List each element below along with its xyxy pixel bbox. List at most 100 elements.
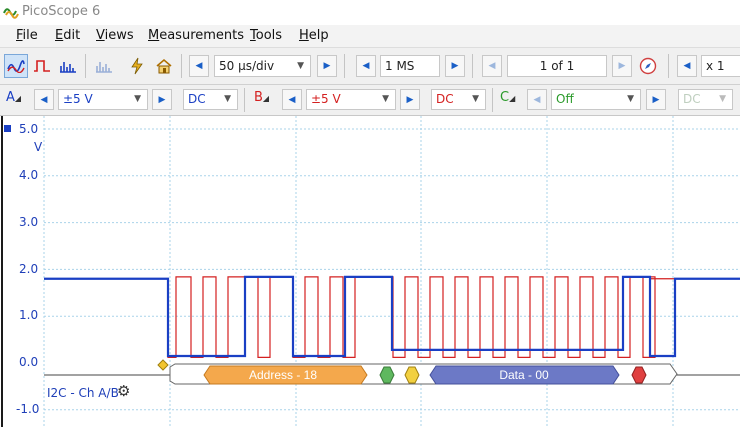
zoom-decrease-button[interactable]: ◀ [677, 55, 697, 77]
zoom-value: x 1 [706, 59, 725, 73]
window-title: PicoScope 6 [22, 4, 101, 19]
channel-a-range-select[interactable]: ±5 V ▼ [58, 89, 148, 110]
arrow-left-icon: ◀ [488, 61, 496, 71]
menu-file[interactable]: File [16, 28, 38, 43]
i2c-decode-lane[interactable]: Address - 18 Data - 00 [44, 359, 740, 385]
main-toolbar: ◀ 50 µs/div ▼ ▶ ◀ 1 MS ▶ ◀ 1 of 1 ▶ ◀ x 1 [0, 48, 740, 85]
channel-a-range-increase-button[interactable]: ▶ [152, 89, 172, 110]
ack-marker [379, 366, 395, 384]
channel-c-coupling-select[interactable]: DC ▼ [678, 89, 733, 110]
chevron-down-icon: ▼ [627, 94, 634, 104]
timebase-select[interactable]: 50 µs/div ▼ [214, 55, 311, 77]
channel-b-coupling-select[interactable]: DC ▼ [431, 89, 486, 110]
channel-a-options-button[interactable]: A◢ [6, 90, 22, 105]
persistence-mode-button[interactable] [30, 54, 54, 78]
menu-measurements[interactable]: Measurements [148, 28, 245, 43]
probe-button[interactable] [125, 54, 149, 78]
channel-c-range-decrease-button[interactable]: ◀ [527, 89, 547, 110]
channel-c-range-select[interactable]: Off ▼ [551, 89, 641, 110]
channel-b-waveform [44, 276, 740, 358]
samples-increase-button[interactable]: ▶ [445, 55, 465, 77]
scope-plot[interactable]: Address - 18 Data - 00 [0, 116, 740, 427]
toolbar-separator [181, 54, 182, 78]
y-tick-label: -1.0 [16, 402, 40, 416]
arrow-left-icon: ◀ [533, 94, 541, 105]
arrow-right-icon: ▶ [652, 94, 660, 105]
buffer-navigator-button[interactable] [636, 54, 660, 78]
menu-tools[interactable]: Tools [250, 28, 283, 43]
arrow-right-icon: ▶ [158, 94, 166, 105]
channel-c-options-button[interactable]: C◢ [500, 90, 516, 105]
chevron-down-icon: ▼ [382, 94, 389, 104]
samples-value: 1 MS [385, 59, 415, 73]
toolbar-separator [344, 54, 345, 78]
scope-view[interactable]: Address - 18 Data - 00 5.0 V 4.0 3.0 2.0… [0, 116, 740, 427]
timebase-decrease-button[interactable]: ◀ [189, 55, 209, 77]
timebase-increase-button[interactable]: ▶ [317, 55, 337, 77]
spectrum-view-button[interactable] [92, 54, 116, 78]
samples-decrease-button[interactable]: ◀ [356, 55, 376, 77]
chevron-down-icon: ▼ [472, 94, 479, 104]
y-tick-label: 0.0 [19, 355, 39, 369]
channel-b-range-decrease-button[interactable]: ◀ [282, 89, 302, 110]
menu-help[interactable]: Help [299, 28, 329, 43]
spectrum-mode-button[interactable] [56, 54, 80, 78]
chevron-down-icon: ▼ [719, 94, 726, 104]
scope-mode-button[interactable] [4, 54, 28, 78]
toolbar-separator [668, 54, 669, 78]
buffer-navigator-field[interactable]: 1 of 1 [507, 55, 607, 77]
y-tick-label: 3.0 [19, 215, 39, 229]
buffer-position: 1 of 1 [539, 59, 575, 73]
channel-a-coupling-select[interactable]: DC ▼ [183, 89, 238, 110]
channel-c-range-value: Off [556, 92, 574, 106]
arrow-right-icon: ▶ [323, 61, 331, 71]
home-button[interactable] [152, 54, 176, 78]
data-packet[interactable] [429, 365, 620, 385]
channel-a-range-value: ±5 V [63, 92, 93, 106]
channel-b-range-increase-button[interactable]: ▶ [400, 89, 420, 110]
gear-icon[interactable]: ⚙ [117, 382, 131, 400]
menu-edit[interactable]: Edit [55, 28, 81, 43]
lightning-probe-icon [131, 57, 143, 75]
channel-b-range-select[interactable]: ±5 V ▼ [306, 89, 396, 110]
toolbar-separator [85, 54, 86, 78]
channel-a-range-decrease-button[interactable]: ◀ [34, 89, 54, 110]
address-packet-label: Address - 18 [249, 368, 317, 382]
channel-a-axis-marker [4, 125, 11, 132]
address-packet[interactable] [203, 365, 368, 385]
toolbar-separator [472, 54, 473, 78]
picoscope-logo-icon [3, 8, 19, 19]
buffer-next-button[interactable]: ▶ [612, 55, 632, 77]
chevron-down-icon: ▼ [134, 94, 141, 104]
spectrum-view-icon [96, 62, 112, 73]
i2c-decoder-label: I2C - Ch A/B [47, 386, 119, 400]
channel-b-range-value: ±5 V [311, 92, 341, 106]
channel-c-range-increase-button[interactable]: ▶ [646, 89, 666, 110]
chevron-down-icon: ▼ [297, 61, 304, 71]
y-tick-label: 1.0 [19, 308, 39, 322]
data-packet-label: Data - 00 [499, 368, 549, 382]
zoom-field[interactable]: x 1 [701, 55, 740, 77]
channel-b-trace [44, 276, 740, 358]
buffer-previous-button[interactable]: ◀ [482, 55, 502, 77]
arrow-left-icon: ◀ [362, 61, 370, 71]
arrow-right-icon: ▶ [618, 61, 626, 71]
channel-b-coupling-value: DC [436, 92, 454, 106]
channel-b-options-button[interactable]: B◢ [254, 90, 270, 105]
repeated-start-marker [404, 366, 420, 384]
title-bar: PicoScope 6 [0, 0, 740, 25]
channel-a-coupling-value: DC [188, 92, 206, 106]
chevron-down-icon: ▼ [224, 94, 231, 104]
start-marker [157, 359, 169, 371]
menu-views[interactable]: Views [96, 28, 134, 43]
arrow-right-icon: ▶ [406, 94, 414, 105]
channel-toolbar: A◢ ◀ ±5 V ▼ ▶ DC ▼ B◢ ◀ ±5 V ▼ ▶ DC ▼ C◢ ◀ O… [0, 85, 740, 116]
arrow-left-icon: ◀ [288, 94, 296, 105]
toolbar-separator [244, 88, 245, 112]
y-tick-label: 4.0 [19, 168, 39, 182]
arrow-left-icon: ◀ [40, 94, 48, 105]
samples-field[interactable]: 1 MS [380, 55, 440, 77]
y-axis-unit: V [34, 140, 43, 154]
y-tick-label: 2.0 [19, 262, 39, 276]
spectrum-mode-icon [60, 62, 76, 73]
